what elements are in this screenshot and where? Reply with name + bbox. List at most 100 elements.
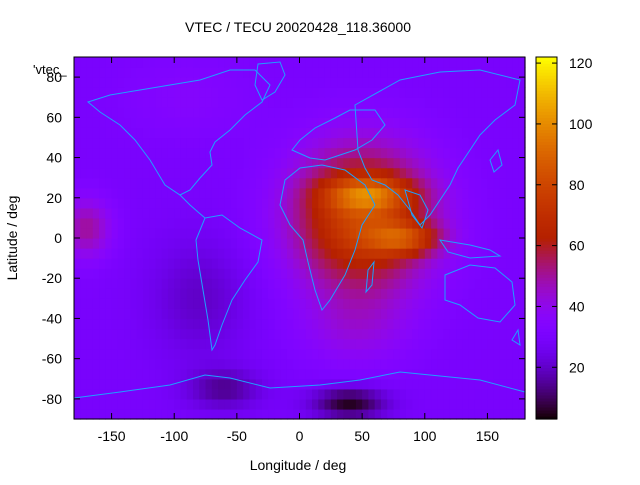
heatmap-cell <box>362 137 369 149</box>
heatmap-cell <box>349 117 357 128</box>
heatmap-cell <box>130 117 138 128</box>
heatmap-cell <box>261 238 269 249</box>
heatmap-cell <box>468 358 476 370</box>
heatmap-cell <box>443 328 451 340</box>
heatmap-cell <box>393 197 401 209</box>
heatmap-cell <box>393 167 401 179</box>
heatmap-cell <box>99 328 106 340</box>
heatmap-cell <box>312 117 319 128</box>
heatmap-cell <box>74 117 81 128</box>
heatmap-cell <box>349 338 357 350</box>
heatmap-cell <box>274 298 282 309</box>
heatmap-cell <box>474 308 482 320</box>
heatmap-cell <box>99 137 106 149</box>
heatmap-cell <box>243 177 250 189</box>
heatmap-cell <box>293 217 301 229</box>
heatmap-cell <box>74 248 81 259</box>
heatmap-cell <box>249 258 257 269</box>
heatmap-cell <box>362 388 369 400</box>
heatmap-cell <box>130 137 138 149</box>
heatmap-cell <box>199 278 207 289</box>
heatmap-cell <box>499 278 507 289</box>
heatmap-cell <box>117 308 125 320</box>
heatmap-cell <box>431 288 438 299</box>
heatmap-cell <box>418 238 426 249</box>
heatmap-cell <box>199 338 207 350</box>
heatmap-cell <box>368 258 376 269</box>
heatmap-cell <box>218 187 225 199</box>
heatmap-cell <box>161 197 169 209</box>
colorbar-segment <box>536 286 557 290</box>
heatmap-cell <box>493 238 501 249</box>
heatmap-cell <box>468 177 476 189</box>
heatmap-cell <box>249 408 257 420</box>
heatmap-cell <box>136 177 144 189</box>
colorbar-segment <box>536 225 557 230</box>
heatmap-cell <box>499 408 507 420</box>
heatmap-cell <box>424 288 432 299</box>
heatmap-cell <box>330 348 338 360</box>
heatmap-cell <box>481 147 489 159</box>
heatmap-cell <box>249 328 257 340</box>
heatmap-cell <box>412 378 420 390</box>
heatmap-cell <box>318 278 326 289</box>
heatmap-cell <box>80 177 88 189</box>
heatmap-cell <box>92 328 100 340</box>
heatmap-cell <box>512 368 520 380</box>
heatmap-cell <box>412 67 420 78</box>
heatmap-cell <box>387 298 395 309</box>
heatmap-cell <box>418 328 426 340</box>
heatmap-cell <box>155 157 163 169</box>
heatmap-cell <box>431 157 438 169</box>
heatmap-cell <box>268 368 276 380</box>
heatmap-cell <box>236 288 244 299</box>
heatmap-cell <box>180 127 188 139</box>
heatmap-cell <box>224 278 232 289</box>
heatmap-cell <box>499 117 507 128</box>
heatmap-cell <box>337 378 344 390</box>
heatmap-cell <box>487 207 495 219</box>
heatmap-cell <box>224 308 232 320</box>
heatmap-cell <box>274 248 282 259</box>
heatmap-cell <box>343 137 351 149</box>
heatmap-cell <box>299 227 307 239</box>
heatmap-cell <box>274 207 282 219</box>
heatmap-cell <box>449 167 457 179</box>
heatmap-cell <box>499 97 507 108</box>
heatmap-cell <box>493 227 501 239</box>
heatmap-cell <box>506 248 514 259</box>
heatmap-cell <box>261 348 269 360</box>
y-tick-label: 0 <box>54 230 62 246</box>
heatmap-cell <box>149 127 157 139</box>
heatmap-cell <box>456 197 463 209</box>
colorbar-segment <box>536 283 557 287</box>
heatmap-cell <box>462 408 470 420</box>
heatmap-cell <box>243 147 250 159</box>
heatmap-cell <box>399 227 407 239</box>
heatmap-cell <box>86 248 94 259</box>
heatmap-cell <box>468 398 476 410</box>
heatmap-cell <box>393 278 401 289</box>
heatmap-cell <box>393 57 401 68</box>
heatmap-cell <box>456 408 463 420</box>
heatmap-cell <box>405 77 413 88</box>
heatmap-cell <box>330 227 338 239</box>
heatmap-cell <box>218 87 225 98</box>
heatmap-cell <box>506 107 514 118</box>
heatmap-cell <box>512 137 520 149</box>
heatmap-cell <box>518 147 526 159</box>
heatmap-cell <box>111 298 119 309</box>
heatmap-cell <box>236 398 244 410</box>
heatmap-cell <box>424 157 432 169</box>
heatmap-cell <box>180 177 188 189</box>
heatmap-cell <box>493 147 501 159</box>
heatmap-cell <box>518 87 526 98</box>
heatmap-cell <box>117 268 125 279</box>
heatmap-cell <box>518 127 526 139</box>
heatmap-cell <box>218 258 225 269</box>
heatmap-cell <box>280 107 288 118</box>
heatmap-cell <box>456 77 463 88</box>
heatmap-cell <box>293 268 301 279</box>
heatmap-cell <box>362 298 369 309</box>
heatmap-cell <box>299 137 307 149</box>
